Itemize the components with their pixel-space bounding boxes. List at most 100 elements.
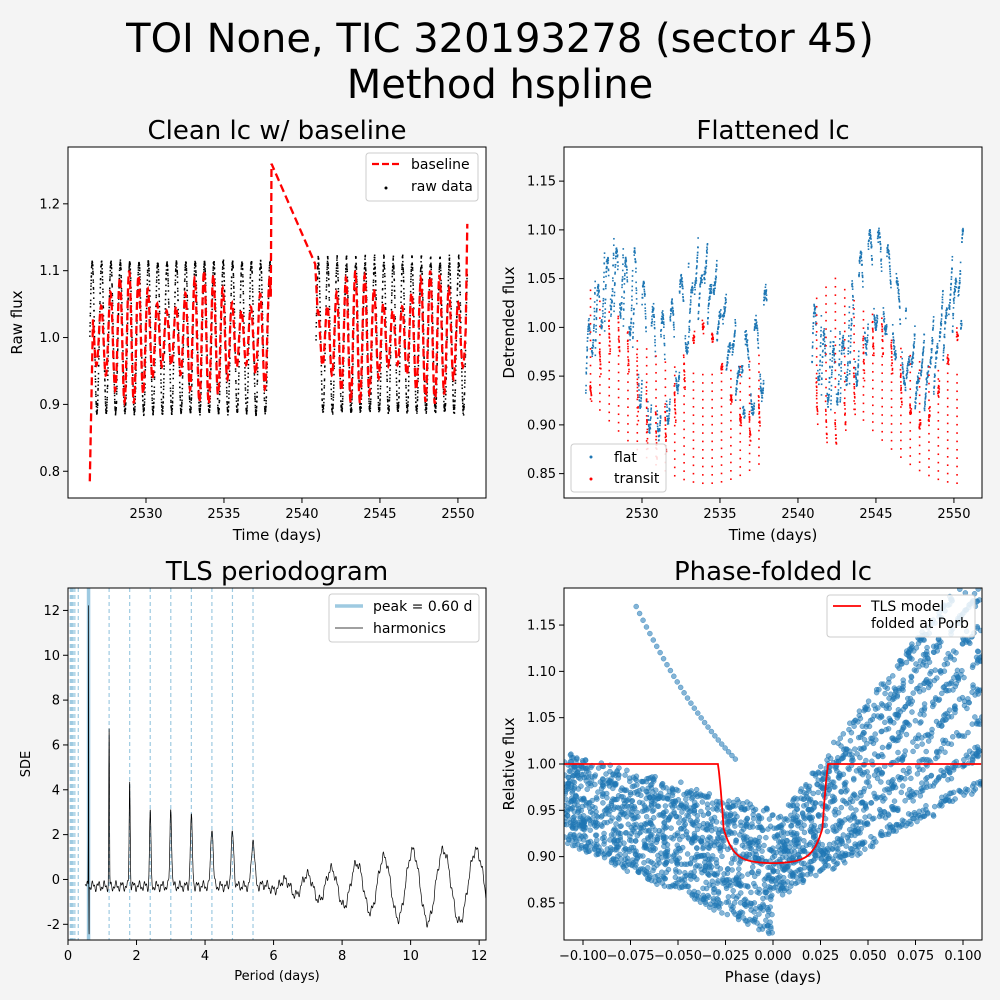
raw-point — [242, 307, 245, 310]
raw-point — [330, 398, 333, 400]
flat-point — [679, 286, 682, 288]
raw-point — [418, 304, 421, 307]
flat-point — [607, 274, 610, 277]
flat-point — [704, 278, 706, 281]
raw-point — [409, 290, 412, 293]
flat-point — [858, 272, 861, 274]
flat-point — [604, 312, 606, 314]
raw-point — [450, 308, 452, 310]
raw-point — [269, 262, 271, 265]
flat-point — [612, 279, 614, 282]
raw-point — [179, 407, 182, 410]
raw-point — [91, 260, 93, 263]
raw-point — [442, 365, 444, 367]
flat-point — [593, 327, 595, 330]
flat-point — [848, 327, 850, 329]
flat-point — [688, 327, 691, 330]
flat-point — [604, 285, 607, 288]
raw-point — [328, 278, 330, 280]
raw-point — [101, 268, 103, 270]
flat-point — [849, 351, 852, 354]
raw-point — [90, 272, 93, 274]
raw-point — [448, 257, 451, 259]
raw-point — [165, 273, 167, 275]
raw-point — [398, 373, 401, 376]
raw-point — [428, 300, 430, 303]
raw-point — [216, 383, 218, 386]
raw-point — [204, 263, 206, 265]
raw-point — [463, 386, 466, 388]
raw-point — [109, 279, 111, 282]
flat-point — [629, 327, 632, 330]
raw-point — [325, 279, 328, 282]
flat-point — [822, 342, 824, 345]
raw-point — [462, 408, 464, 411]
raw-point — [177, 294, 179, 296]
raw-point — [92, 286, 95, 289]
flat-point — [647, 419, 650, 421]
flat-point — [624, 263, 627, 266]
flat-point — [715, 270, 717, 273]
flat-point — [725, 301, 727, 304]
raw-point — [260, 279, 263, 282]
raw-point — [407, 396, 410, 399]
raw-point — [401, 268, 403, 270]
flat-point — [877, 235, 879, 237]
raw-point — [407, 384, 410, 387]
flat-point — [709, 298, 711, 300]
flat-point — [653, 313, 655, 316]
flat-point — [600, 324, 602, 326]
raw-point — [388, 394, 391, 396]
raw-point — [114, 406, 116, 408]
raw-point — [374, 267, 376, 270]
flat-point — [729, 347, 731, 349]
flat-point — [735, 383, 738, 386]
raw-point — [358, 379, 360, 382]
flat-point — [732, 346, 734, 349]
raw-point — [142, 414, 145, 417]
raw-point — [333, 367, 335, 370]
raw-point — [212, 272, 214, 274]
raw-point — [117, 314, 120, 316]
raw-point — [235, 382, 237, 384]
raw-point — [222, 266, 224, 268]
flat-point — [734, 330, 736, 333]
flat-point — [832, 350, 834, 353]
flat-point — [619, 307, 621, 309]
flat-point — [709, 290, 712, 293]
flat-point — [589, 333, 591, 335]
raw-point — [223, 276, 225, 278]
raw-point — [358, 394, 361, 396]
raw-point — [246, 401, 249, 404]
raw-point — [461, 392, 464, 394]
flat-point — [745, 333, 748, 336]
raw-point — [104, 398, 107, 401]
raw-point — [90, 285, 92, 287]
raw-point — [100, 270, 102, 273]
raw-point — [240, 266, 243, 268]
raw-point — [209, 390, 212, 393]
flat-point — [629, 333, 632, 336]
flat-point — [695, 277, 697, 279]
flat-point — [596, 299, 598, 302]
raw-point — [244, 374, 246, 376]
flat-point — [659, 419, 662, 422]
flat-point — [622, 309, 625, 311]
flat-point — [840, 353, 843, 355]
raw-point — [345, 268, 347, 271]
raw-point — [460, 321, 462, 324]
raw-point — [463, 392, 466, 394]
flat-point — [822, 338, 825, 340]
flat-point — [875, 326, 878, 328]
raw-point — [264, 408, 267, 411]
raw-point — [94, 381, 97, 383]
flat-point — [876, 237, 879, 240]
raw-point — [261, 288, 263, 291]
flat-point — [672, 313, 675, 315]
raw-point — [229, 345, 231, 347]
flat-point — [672, 309, 674, 312]
raw-point — [235, 397, 238, 399]
flat-point — [615, 247, 618, 250]
flat-point — [847, 340, 850, 343]
raw-point — [223, 290, 226, 293]
